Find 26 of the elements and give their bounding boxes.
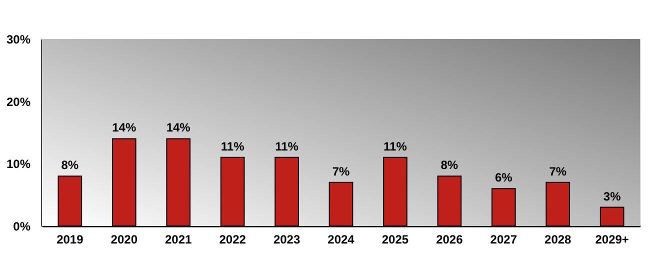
x-tick-label: 2021 (165, 232, 192, 246)
data-label: 8% (440, 158, 458, 172)
x-tick-label: 2022 (219, 232, 246, 246)
x-tick-label: 2028 (544, 232, 572, 246)
x-tick-label: 2026 (436, 232, 464, 246)
x-tick-label: 2024 (328, 232, 355, 246)
y-tick-label: 0% (13, 220, 31, 234)
x-tick-label: 2029+ (595, 232, 629, 246)
data-label: 3% (603, 189, 622, 204)
data-label: 7% (332, 164, 350, 178)
data-label: 14% (112, 120, 136, 135)
x-tick-label: 2023 (273, 232, 300, 246)
x-tick-label: 2025 (382, 232, 409, 246)
data-label: 14% (166, 120, 191, 135)
y-tick-label: 30% (6, 32, 31, 46)
data-label: 7% (549, 164, 567, 178)
x-tick-label: 2020 (110, 232, 138, 246)
data-label: 11% (220, 139, 245, 154)
data-label: 8% (61, 158, 79, 172)
x-tick-label: 2027 (490, 232, 518, 246)
y-tick-label: 20% (6, 94, 31, 109)
x-tick-label: 2019 (56, 232, 84, 246)
data-label: 11% (275, 139, 299, 154)
data-label: 6% (494, 170, 513, 185)
data-label: 11% (384, 139, 408, 154)
y-tick-label: 10% (6, 157, 31, 172)
